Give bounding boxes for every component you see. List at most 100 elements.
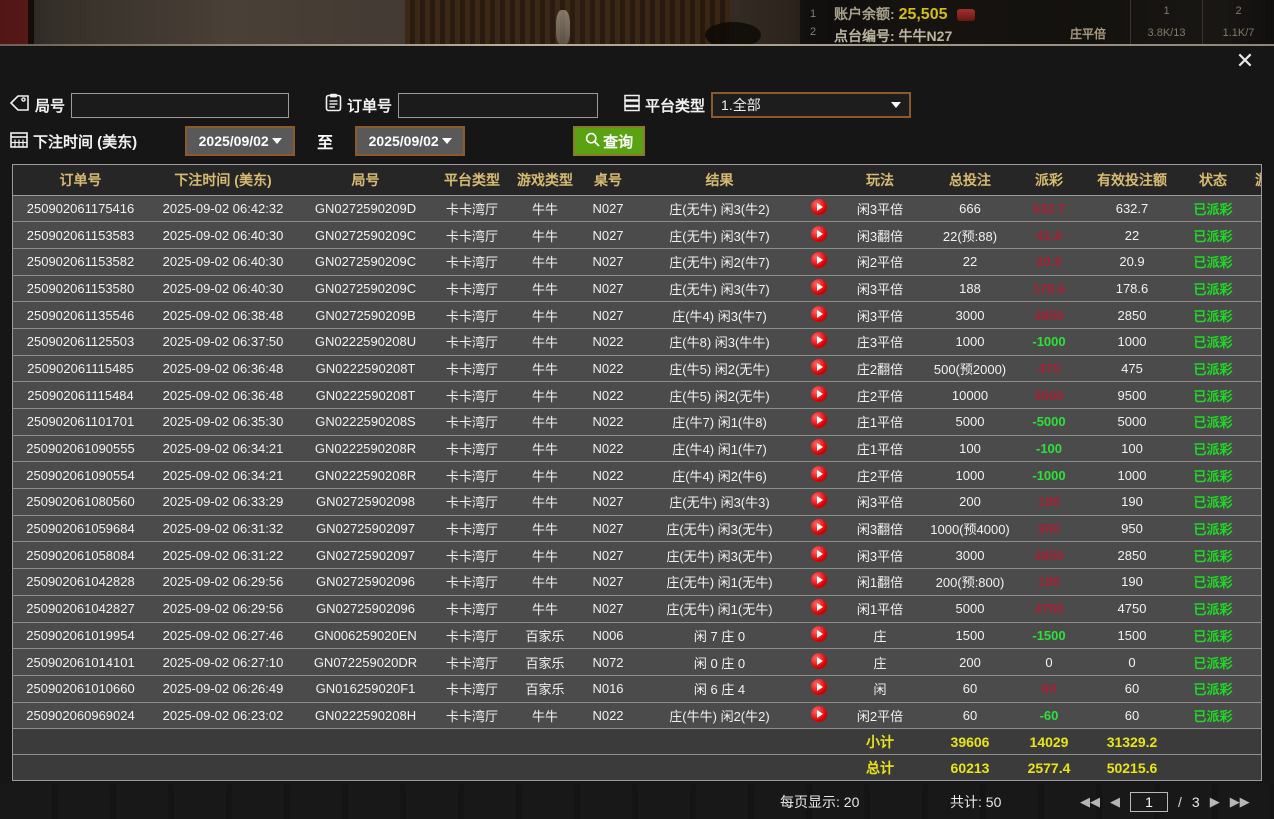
bet-time-cell: 2025-09-02 06:31:22 [148, 541, 298, 570]
payout-cell: 9500 [1016, 381, 1082, 409]
game-type-cell: 牛牛 [511, 488, 579, 516]
prev-page-icon[interactable]: ◀ [1110, 794, 1120, 809]
column-header-replay [802, 165, 836, 196]
table-row[interactable]: 250902061058084 2025-09-02 06:31:22 GN0272… [13, 541, 1261, 570]
table-row[interactable]: 250902061019954 2025-09-02 06:27:46 GN0062… [13, 622, 1261, 650]
play-icon[interactable] [811, 705, 827, 722]
table-row[interactable]: 250902061175416 2025-09-02 06:42:32 GN0272… [13, 195, 1261, 223]
play-icon[interactable] [811, 679, 827, 696]
table-no-cell: N027 [579, 301, 637, 329]
search-button[interactable]: 查询 [573, 126, 646, 156]
platform-cell: 卡卡湾厅 [433, 435, 511, 463]
table-row[interactable]: 250902061115484 2025-09-02 06:36:48 GN0222… [13, 381, 1261, 409]
platform-type-select[interactable]: 1.全部 [711, 92, 912, 118]
order-cell: 250902061058084 [13, 541, 148, 570]
date-from-picker[interactable]: 2025/09/02 [185, 126, 296, 156]
play-icon[interactable] [811, 412, 827, 429]
ju-cell: GN0222590208T [298, 381, 433, 409]
platform-cell: 卡卡湾厅 [433, 541, 511, 570]
total-row-payout: 2577.4 [1016, 754, 1082, 780]
play-type-cell: 闲2平倍 [836, 702, 924, 730]
table-row[interactable]: 250902061101701 2025-09-02 06:35:30 GN0222… [13, 408, 1261, 436]
play-icon[interactable] [811, 385, 827, 402]
payout-cell: 950 [1016, 515, 1082, 543]
summary-blank-cell [637, 754, 802, 780]
play-icon[interactable] [811, 572, 827, 589]
date-to-picker[interactable]: 2025/09/02 [355, 126, 466, 156]
order-cell: 250902061153582 [13, 248, 148, 276]
play-icon[interactable] [811, 358, 827, 375]
status-cell: 已派彩 [1182, 301, 1244, 329]
game-type-cell: 百家乐 [511, 648, 579, 676]
play-icon[interactable] [811, 545, 827, 562]
table-header-row: 订单号 下注时间 (美东) 局号 平台类型 游戏类型 桌号 结果 玩法 总投注 … [13, 165, 1261, 196]
table-row[interactable]: 250902061090554 2025-09-02 06:34:21 GN0222… [13, 461, 1261, 490]
table-no-cell: N006 [579, 622, 637, 650]
table-row[interactable]: 250902060969024 2025-09-02 06:23:02 GN0222… [13, 702, 1261, 730]
status-cell: 已派彩 [1182, 515, 1244, 543]
table-row[interactable]: 250902061042828 2025-09-02 06:29:56 GN0272… [13, 568, 1261, 596]
valid-bet-cell: 2850 [1082, 541, 1182, 570]
close-icon[interactable]: ✕ [1235, 48, 1255, 73]
subtotal-row-total-bet: 39606 [924, 728, 1016, 756]
ju-cell: GN02725902096 [298, 595, 433, 623]
table-row[interactable]: 250902061010660 2025-09-02 06:26:49 GN0162… [13, 675, 1261, 703]
platform-cell: 卡卡湾厅 [433, 195, 511, 223]
game-mode-cell: - [1244, 435, 1261, 463]
next-page-icon[interactable]: ▶ [1209, 794, 1220, 809]
game-mode-cell: - [1244, 195, 1261, 223]
game-type-cell: 牛牛 [511, 221, 579, 249]
play-icon[interactable] [811, 439, 827, 456]
game-mode-cell: - [1244, 541, 1261, 570]
last-page-icon[interactable]: ▶▶ [1229, 794, 1250, 809]
table-row[interactable]: 250902061135546 2025-09-02 06:38:48 GN0272… [13, 301, 1261, 329]
bet-records-table-wrapper: 订单号 下注时间 (美东) 局号 平台类型 游戏类型 桌号 结果 玩法 总投注 … [12, 164, 1262, 781]
summary-blank-cell [433, 728, 511, 756]
replay-cell [802, 622, 836, 650]
table-row[interactable]: 250902061153583 2025-09-02 06:40:30 GN0272… [13, 221, 1261, 249]
play-icon[interactable] [811, 652, 827, 669]
play-icon[interactable] [811, 492, 827, 509]
play-icon[interactable] [811, 599, 827, 616]
game-mode-cell: - [1244, 595, 1261, 623]
table-row[interactable]: 250902061153582 2025-09-02 06:40:30 GN0272… [13, 248, 1261, 276]
ju-number-input[interactable] [71, 92, 290, 118]
summary-blank-cell [511, 754, 579, 780]
play-icon[interactable] [811, 198, 827, 215]
play-icon[interactable] [811, 225, 827, 242]
play-icon[interactable] [811, 305, 827, 322]
play-icon[interactable] [811, 332, 827, 349]
table-row[interactable]: 250902061115485 2025-09-02 06:36:48 GN0222… [13, 355, 1261, 383]
table-row[interactable]: 250902061059684 2025-09-02 06:31:32 GN0272… [13, 515, 1261, 543]
column-header-order: 订单号 [13, 165, 148, 196]
page-number-input[interactable]: 1 [1130, 792, 1168, 812]
table-body: 250902061175416 2025-09-02 06:42:32 GN0272… [13, 195, 1261, 780]
status-cell: 已派彩 [1182, 595, 1244, 623]
table-no-cell: N022 [579, 408, 637, 436]
result-cell: 庄(牛4) 闲1(牛7) [637, 435, 802, 463]
play-icon[interactable] [811, 252, 827, 269]
ju-cell: GN0272590209B [298, 301, 433, 329]
order-cell: 250902061014101 [13, 648, 148, 676]
calendar-icon [10, 130, 28, 153]
column-header-status: 状态 [1182, 165, 1244, 196]
bet-time-cell: 2025-09-02 06:40:30 [148, 248, 298, 276]
status-cell: 已派彩 [1182, 568, 1244, 596]
ju-cell: GN0222590208R [298, 461, 433, 490]
play-icon[interactable] [811, 519, 827, 536]
table-row[interactable]: 250902061042827 2025-09-02 06:29:56 GN0272… [13, 595, 1261, 623]
table-row[interactable]: 250902061125503 2025-09-02 06:37:50 GN0222… [13, 328, 1261, 356]
table-row[interactable]: 250902061014101 2025-09-02 06:27:10 GN0722… [13, 648, 1261, 676]
first-page-icon[interactable]: ◀◀ [1080, 794, 1100, 809]
search-icon [585, 132, 600, 151]
table-row[interactable]: 250902061080560 2025-09-02 06:33:29 GN0272… [13, 488, 1261, 516]
table-row[interactable]: 250902061090555 2025-09-02 06:34:21 GN0222… [13, 435, 1261, 463]
order-number-input[interactable] [398, 92, 599, 118]
hud-row-number-1: 1 [810, 8, 817, 20]
table-row[interactable]: 250902061153580 2025-09-02 06:40:30 GN0272… [13, 275, 1261, 303]
replay-cell [802, 248, 836, 276]
play-icon[interactable] [811, 625, 827, 642]
order-cell: 250902061080560 [13, 488, 148, 516]
play-icon[interactable] [811, 278, 827, 295]
play-icon[interactable] [811, 465, 827, 482]
